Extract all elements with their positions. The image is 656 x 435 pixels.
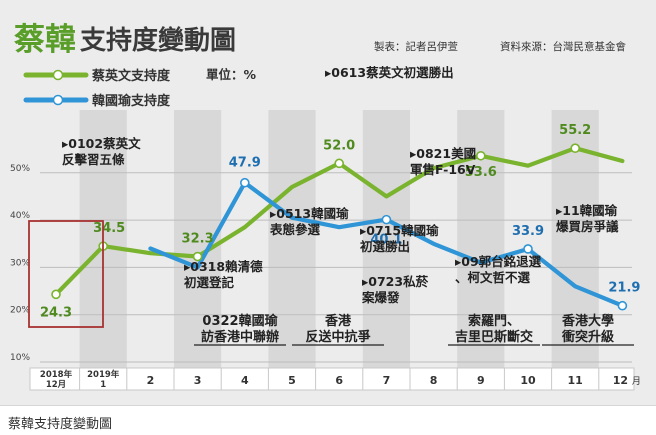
caption-text: 蔡韓支持度變動圖: [8, 417, 113, 432]
unit-label: 單位：%: [206, 67, 257, 82]
annotation-text: 初選登記: [184, 275, 235, 290]
data-point: [334, 158, 345, 169]
x-tick-label: 5: [288, 374, 296, 387]
data-point: [381, 214, 392, 225]
bottom-event-label: 衝突升級: [561, 329, 614, 345]
x-tick-label: 7: [383, 374, 391, 387]
data-label: 40.1: [370, 233, 402, 248]
highlight-box: [28, 220, 104, 328]
series-line-0: [53, 146, 625, 297]
legend: 蔡英文支持度 韓國瑜支持度 單位：%: [23, 67, 257, 109]
shaded-band: [362, 110, 410, 390]
legend-label-han: 韓國瑜支持度: [92, 93, 171, 109]
annotation-text: ▸0318賴清德: [184, 259, 263, 274]
data-point: [51, 289, 61, 300]
x-tick-label: 10: [520, 374, 536, 387]
annotation-text: ▸0613蔡英文初選勝出: [325, 65, 454, 80]
x-tick-label: 8: [430, 374, 438, 387]
x-tick-label: 9: [477, 374, 485, 387]
x-tick-label: 3: [194, 374, 202, 387]
x-tick-label: 12: [613, 374, 628, 387]
x-tick-label: 11: [568, 374, 583, 387]
annotation-text: 軍售F-16V: [410, 162, 476, 177]
x-tick-label: 2019年: [87, 369, 120, 380]
credit-text: 製表：記者呂伊萱: [374, 40, 458, 53]
data-point: [192, 251, 203, 262]
annotation-text: 反擊習五條: [62, 152, 125, 167]
shaded-band: [268, 110, 316, 390]
annotation-text: ▸0723私菸: [362, 274, 429, 289]
x-tick-label: 月: [632, 376, 641, 387]
data-labels: 24.3 34.5 32.3 52.0 53.6 55.2 47.9 40.1 33.9 21.9: [40, 123, 640, 320]
annotation-text: ▸0715韓國瑜: [360, 223, 439, 238]
bottom-event-label: 吉里巴斯斷交: [455, 329, 533, 345]
bottom-event-label: 訪香港中聯辦: [201, 329, 279, 345]
bottom-event-label: 索羅門、: [468, 313, 520, 329]
bottom-event-label: 香港: [324, 313, 352, 329]
annotation-text: ▸0821美國: [410, 146, 476, 161]
x-tick-label: 2: [147, 374, 155, 387]
annotation-text: ▸09郭台銘退選: [455, 254, 542, 269]
x-tick-label: 2018年: [40, 369, 73, 380]
bottom-event-label: 0322韓國瑜: [202, 313, 278, 329]
shaded-band: [551, 110, 599, 390]
annotation-text: 案爆發: [361, 290, 400, 305]
data-label: 33.9: [512, 224, 544, 239]
title-part1: 蔡韓: [14, 22, 76, 58]
source-text: 資料來源：台灣民意基金會: [500, 40, 626, 53]
data-label: 55.2: [559, 123, 591, 138]
bottom-event-label: 香港大學: [561, 313, 614, 329]
data-point: [475, 150, 486, 161]
annotation-text: 表態參選: [269, 222, 321, 237]
x-tick-label: 12月: [46, 380, 66, 390]
y-axis-tick-labels: 10% 20% 30% 40% 50%: [10, 164, 30, 363]
data-label: 53.6: [465, 165, 497, 180]
x-tick-label: 1: [100, 380, 106, 390]
x-tick-label: 6: [335, 374, 343, 387]
legend-marker-tsai: [52, 69, 64, 81]
legend-label-tsai: 蔡英文支持度: [91, 68, 171, 84]
annotation-text: 、柯文哲不選: [455, 270, 531, 285]
bottom-event-label: 反送中抗爭: [305, 329, 370, 345]
data-point: [617, 300, 628, 311]
annotation-text: ▸11韓國瑜: [556, 203, 618, 218]
y-tick-label: 50%: [10, 164, 30, 174]
caption-bar: 蔡韓支持度變動圖: [0, 405, 656, 435]
data-point: [523, 244, 533, 254]
y-tick-label: 10%: [10, 353, 30, 363]
data-label: 32.3: [182, 232, 214, 247]
data-point: [240, 177, 250, 188]
data-label: 52.0: [323, 138, 355, 153]
shaded-band: [174, 110, 222, 390]
y-tick-label: 30%: [10, 258, 30, 268]
data-label: 24.3: [40, 305, 72, 320]
title-part2: 支持度變動圖: [80, 25, 236, 56]
annotation-text: ▸0102蔡英文: [62, 136, 141, 151]
shaded-month-bands: [79, 110, 599, 390]
y-tick-label: 40%: [10, 211, 30, 221]
annotation-text: ▸0513韓國瑜: [270, 206, 349, 221]
data-label: 21.9: [608, 281, 640, 296]
gridlines: [40, 172, 632, 363]
x-axis-band: [29, 367, 635, 391]
annotation-text: 初選勝出: [360, 239, 410, 254]
data-point: [570, 143, 581, 154]
data-label: 47.9: [229, 156, 261, 171]
annotation-text: 爆買房爭議: [556, 219, 619, 234]
x-tick-label: 4: [241, 374, 249, 387]
chart-figure: 10% 20% 30% 40% 50% 2018年 12月 2019年 1 2 3 4 5 6 7 8 9 10…: [0, 0, 656, 405]
legend-marker-han: [52, 94, 64, 106]
data-label: 34.5: [93, 221, 125, 236]
y-tick-label: 20%: [10, 306, 30, 316]
